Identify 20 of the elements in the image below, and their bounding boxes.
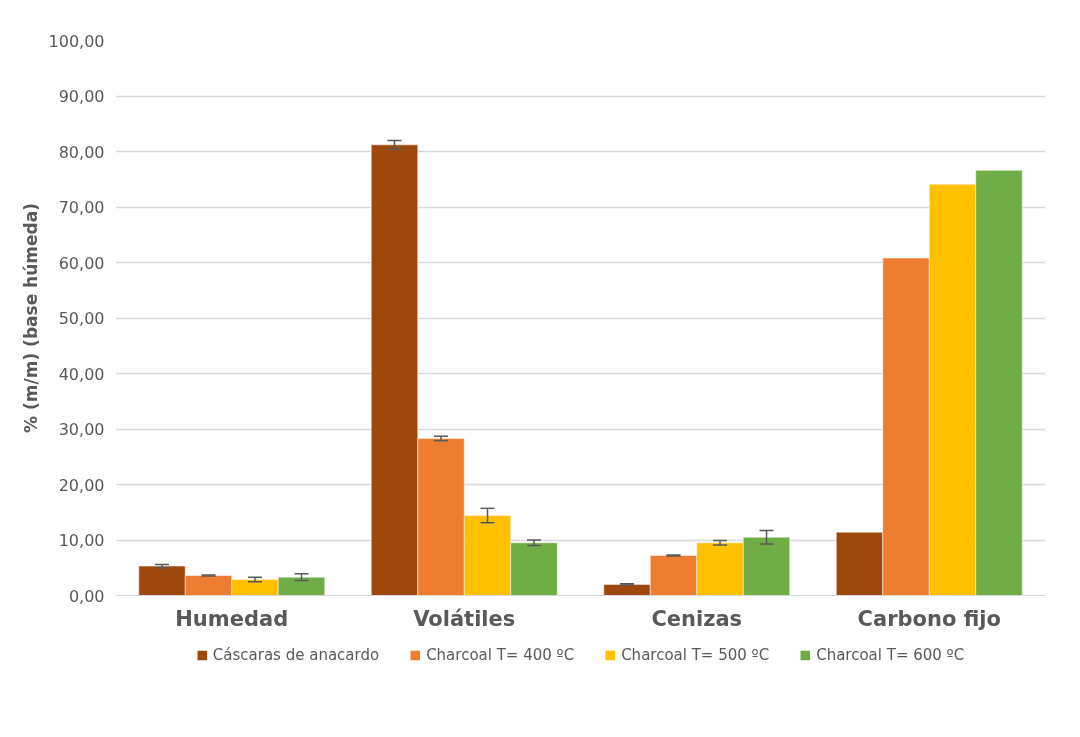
legend-label: Cáscaras de anacardo [212,646,380,664]
legend-label: Charcoal T= 500 ºC [621,646,770,664]
y-tick-label: 30,00 [58,420,105,439]
y-tick-label: 0,00 [68,586,105,606]
y-tick-label: 40,00 [58,364,105,384]
y-tick-label: 60,00 [58,253,105,273]
y-tick-label: 100,00 [48,31,105,51]
y-tick-label: 20,00 [58,475,105,495]
legend-label: Charcoal T= 400 ºC [426,646,575,664]
y-tick-label: 70,00 [58,198,105,217]
x-tick-label: Humedad [175,606,289,631]
x-tick-label: Volátiles [413,606,516,631]
y-tick-label: 90,00 [58,87,105,106]
y-tick-label: 80,00 [58,142,105,162]
x-tick-label: Carbono fijo [857,606,1001,631]
y-tick-label: 50,00 [58,309,105,328]
y-axis-title: % (m/m) (base húmeda) [20,203,41,433]
x-tick-label: Cenizas [651,606,743,631]
legend-label: Charcoal T= 600 ºC [816,646,965,664]
y-tick-label: 10,00 [58,531,105,550]
